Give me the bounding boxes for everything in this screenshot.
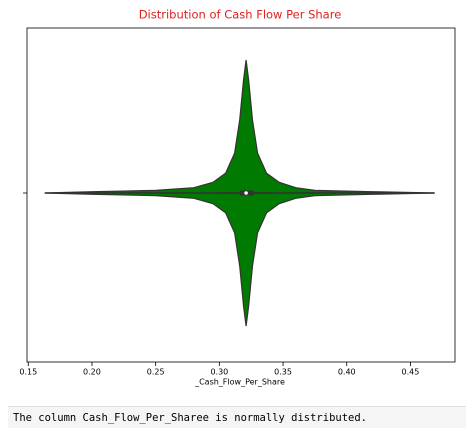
chart: Distribution of Cash Flow Per Share _Cas…: [19, 8, 456, 387]
x-tick-label: 0.35: [274, 368, 292, 377]
x-tick-label: 0.40: [338, 368, 356, 377]
box-median: [244, 191, 248, 195]
x-tick-label: 0.30: [210, 368, 228, 377]
violin-upper: [44, 59, 435, 194]
output-text: The column Cash_Flow_Per_Sharee is norma…: [8, 406, 466, 428]
plot-frame: [26, 27, 456, 363]
x-tick-label: 0.15: [19, 368, 37, 377]
x-tick-label: 0.20: [83, 368, 101, 377]
x-axis-label: _Cash_Flow_Per_Share: [194, 378, 285, 387]
violin-lower: [44, 192, 435, 327]
x-tick-label: 0.45: [402, 368, 420, 377]
chart-title: Distribution of Cash Flow Per Share: [139, 8, 342, 22]
x-tick-label: 0.25: [147, 368, 165, 377]
